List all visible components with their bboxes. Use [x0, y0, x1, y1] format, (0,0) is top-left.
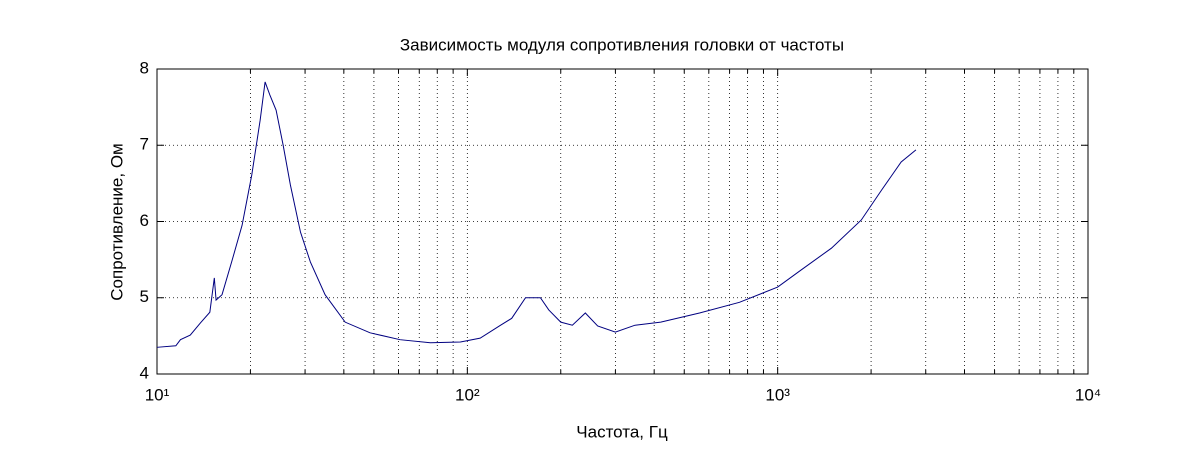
x-tick-label: 10² — [455, 385, 480, 404]
data-line — [156, 81, 917, 348]
y-tick-label: 6 — [140, 211, 149, 230]
chart-title: Зависимость модуля сопротивления головки… — [400, 35, 844, 54]
x-tick-label: 10¹ — [145, 385, 170, 404]
y-tick-label: 4 — [140, 363, 149, 382]
x-tick-label: 10³ — [765, 385, 790, 404]
y-tick-label: 5 — [140, 287, 149, 306]
x-axis-label: Частота, Гц — [576, 422, 668, 441]
y-axis-label: Сопротивление, Ом — [107, 143, 126, 300]
plot-frame — [156, 68, 1089, 375]
y-tick-label: 7 — [140, 135, 149, 154]
x-tick-label: 10⁴ — [1075, 385, 1101, 404]
y-tick-label: 8 — [140, 58, 149, 77]
